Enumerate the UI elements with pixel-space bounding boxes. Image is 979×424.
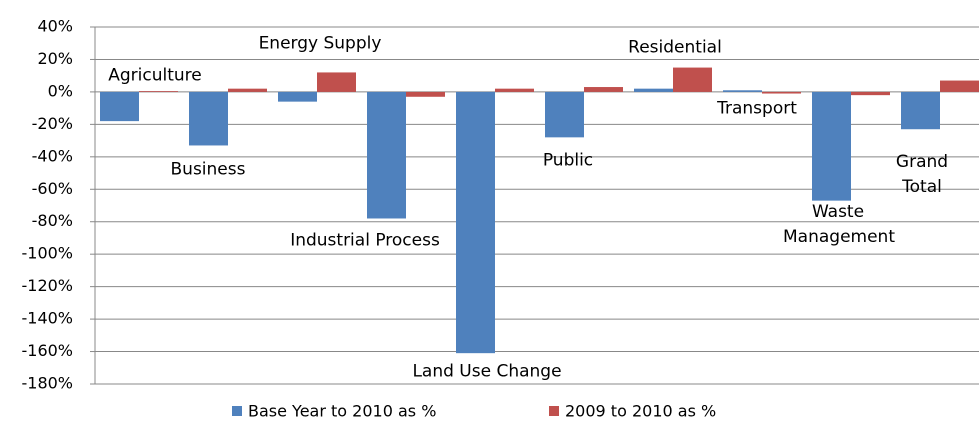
y-tick-label: -20%	[32, 114, 73, 133]
y-tick-label: -160%	[21, 341, 73, 360]
bar	[367, 91, 406, 219]
y-tick-label: -100%	[21, 244, 73, 263]
legend-swatch	[232, 406, 242, 416]
bar	[812, 91, 851, 201]
category-label: Transport	[717, 98, 797, 119]
y-tick-label: -40%	[32, 146, 73, 165]
category-label: Grand Total	[895, 152, 949, 197]
bar	[584, 87, 623, 92]
bar	[901, 91, 940, 130]
legend-swatch	[549, 406, 559, 416]
bar	[634, 88, 673, 92]
category-label: Business	[170, 159, 246, 180]
bar	[545, 91, 584, 138]
bar	[762, 91, 801, 94]
category-label: Residential	[628, 37, 722, 58]
bar	[406, 91, 445, 97]
legend-label: Base Year to 2010 as %	[248, 402, 436, 421]
bar	[139, 91, 178, 92]
legend-label: 2009 to 2010 as %	[565, 402, 716, 421]
category-label: Land Use Change	[412, 361, 562, 382]
bar	[456, 91, 495, 354]
bar	[228, 88, 267, 92]
category-label: Public	[542, 150, 594, 171]
bar	[100, 91, 139, 122]
y-tick-label: -60%	[32, 179, 73, 198]
category-label: Waste Management	[783, 202, 895, 247]
bar	[189, 91, 228, 146]
y-tick-label: -180%	[21, 374, 73, 393]
y-tick-label: 20%	[37, 49, 73, 68]
bar	[851, 91, 890, 96]
y-tick-label: 40%	[37, 17, 73, 36]
bar	[673, 67, 712, 92]
y-tick-label: -140%	[21, 309, 73, 328]
category-label: Agriculture	[108, 65, 202, 86]
category-label: Energy Supply	[258, 33, 382, 54]
y-tick-label: -120%	[21, 276, 73, 295]
bar	[495, 88, 534, 92]
category-label: Industrial Process	[290, 230, 440, 251]
bar	[278, 91, 317, 102]
y-tick-label: -80%	[32, 211, 73, 230]
y-tick-label: 0%	[48, 81, 73, 100]
bar	[723, 90, 762, 92]
bar	[940, 80, 979, 92]
bar	[317, 72, 356, 92]
